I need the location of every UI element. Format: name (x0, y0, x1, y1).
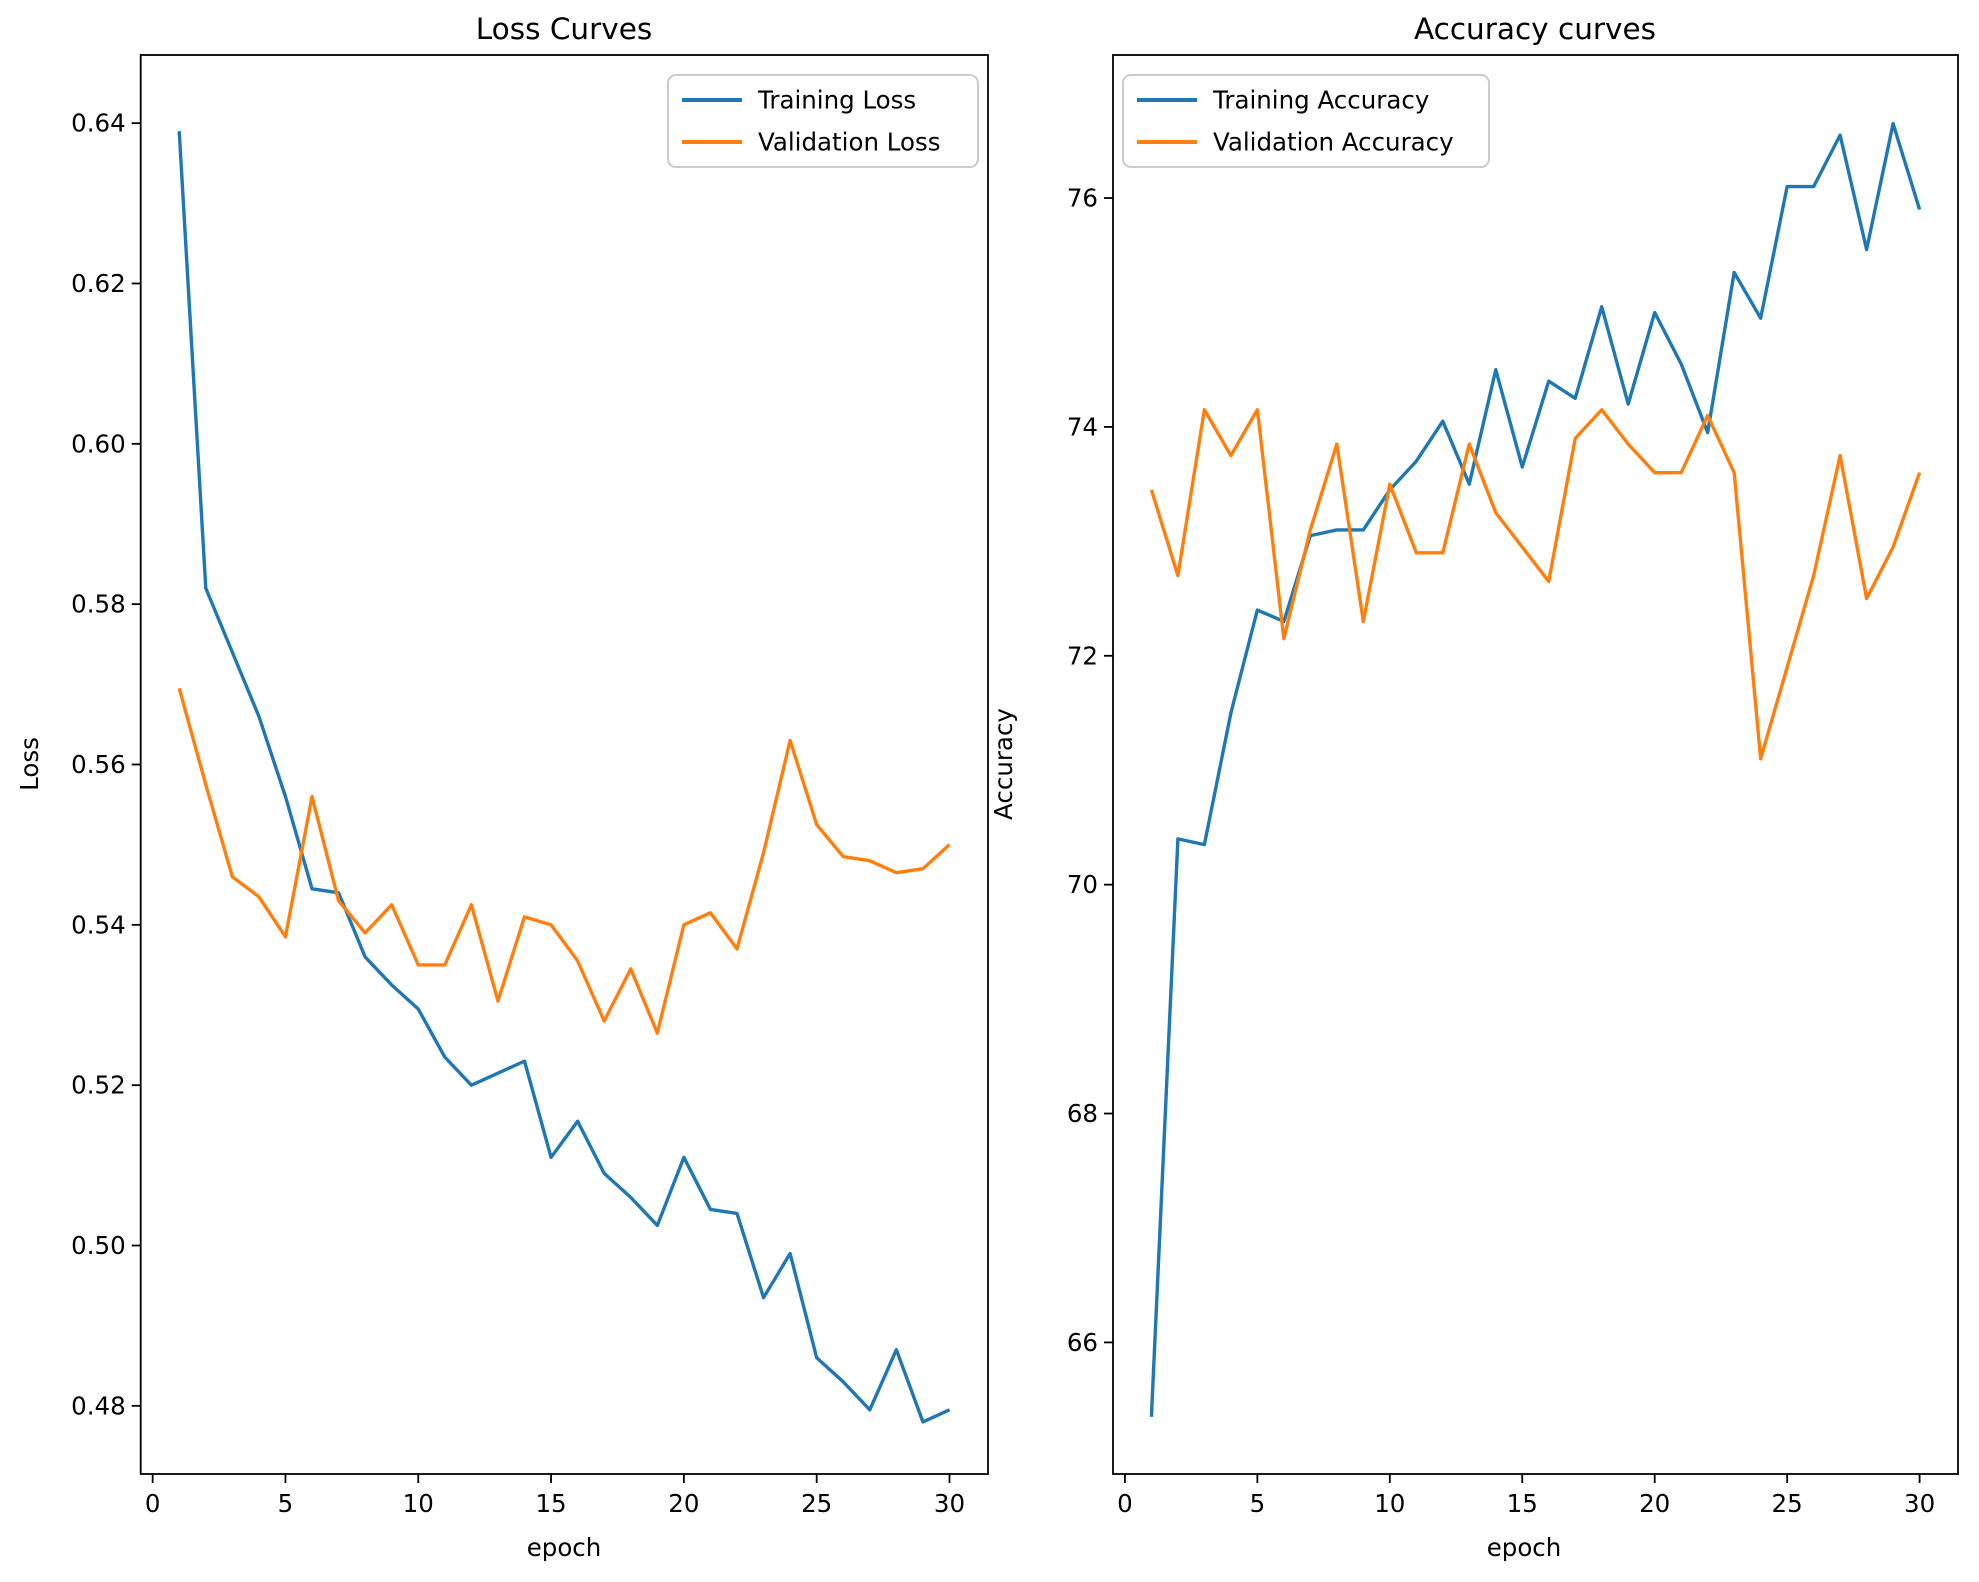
accuracy-chart-axes: 0 5 10 15 20 25 30 66 68 70 72 74 76 (1067, 54, 1959, 1518)
loss-x-axis-label: epoch (527, 1533, 602, 1562)
x-tick-label: 10 (403, 1489, 434, 1518)
axes-spines (139, 54, 989, 1475)
y-tick-label: 72 (1067, 641, 1098, 670)
accuracy-chart: 0 5 10 15 20 25 30 66 68 70 72 74 76 Training Accura… (989, 12, 1959, 1562)
x-tick-label: 5 (278, 1489, 294, 1518)
accuracy-chart-legend: Training Accuracy Validation Accuracy (1122, 74, 1490, 168)
training-accuracy-line (1149, 121, 1922, 1417)
y-tick-label: 76 (1067, 184, 1098, 213)
loss-y-axis-label: Loss (15, 737, 44, 791)
y-tick-label: 0.48 (71, 1391, 126, 1420)
x-tick-label: 30 (1904, 1489, 1935, 1518)
accuracy-x-axis-label: epoch (1487, 1533, 1562, 1562)
legend-entry-label: Validation Accuracy (1213, 128, 1454, 157)
legend-entry-label: Training Loss (757, 86, 916, 115)
y-tick-label: 0.60 (71, 429, 126, 458)
x-tick-label: 10 (1374, 1489, 1405, 1518)
loss-chart-lines (177, 131, 951, 1424)
legend-entry-label: Training Accuracy (1212, 86, 1429, 115)
x-tick-label: 0 (1117, 1489, 1133, 1518)
x-tick-label: 15 (535, 1489, 566, 1518)
training-loss-line (177, 131, 951, 1424)
accuracy-chart-lines (1149, 121, 1922, 1417)
legend-box (667, 74, 979, 168)
y-tick-label: 68 (1067, 1099, 1098, 1128)
accuracy-y-axis-label: Accuracy (989, 708, 1018, 820)
y-tick-label: 0.58 (71, 590, 126, 619)
y-tick-label: 0.64 (71, 109, 126, 138)
x-tick-label: 15 (1507, 1489, 1538, 1518)
validation-loss-line (177, 687, 951, 1035)
legend-box (1122, 74, 1490, 168)
x-tick-label: 0 (145, 1489, 161, 1518)
y-tick-label: 70 (1067, 870, 1098, 899)
loss-chart-title: Loss Curves (476, 12, 652, 46)
legend-entry-label: Validation Loss (758, 128, 941, 157)
validation-accuracy-line (1149, 408, 1922, 761)
x-tick-label: 25 (1772, 1489, 1803, 1518)
y-tick-label: 74 (1067, 412, 1098, 441)
y-tick-label: 0.50 (71, 1231, 126, 1260)
loss-chart-axes: 0 5 10 15 20 25 30 0.48 0.50 0.52 0.54 0.56 0.58 0.60… (71, 54, 989, 1518)
y-tick-label: 0.56 (71, 750, 126, 779)
y-tick-label: 0.54 (71, 910, 126, 939)
loss-chart-legend: Training Loss Validation Loss (667, 74, 979, 168)
y-tick-label: 0.52 (71, 1071, 126, 1100)
x-tick-label: 25 (801, 1489, 832, 1518)
y-tick-label: 0.62 (71, 269, 126, 298)
accuracy-chart-title: Accuracy curves (1414, 12, 1656, 46)
x-tick-label: 5 (1250, 1489, 1266, 1518)
x-tick-label: 30 (934, 1489, 965, 1518)
axes-spines (1112, 54, 1959, 1475)
x-tick-label: 20 (1639, 1489, 1670, 1518)
x-tick-label: 20 (668, 1489, 699, 1518)
loss-chart: 0 5 10 15 20 25 30 0.48 0.50 0.52 0.54 0.56 0.58 0.60… (15, 12, 989, 1562)
y-tick-label: 66 (1067, 1328, 1098, 1357)
